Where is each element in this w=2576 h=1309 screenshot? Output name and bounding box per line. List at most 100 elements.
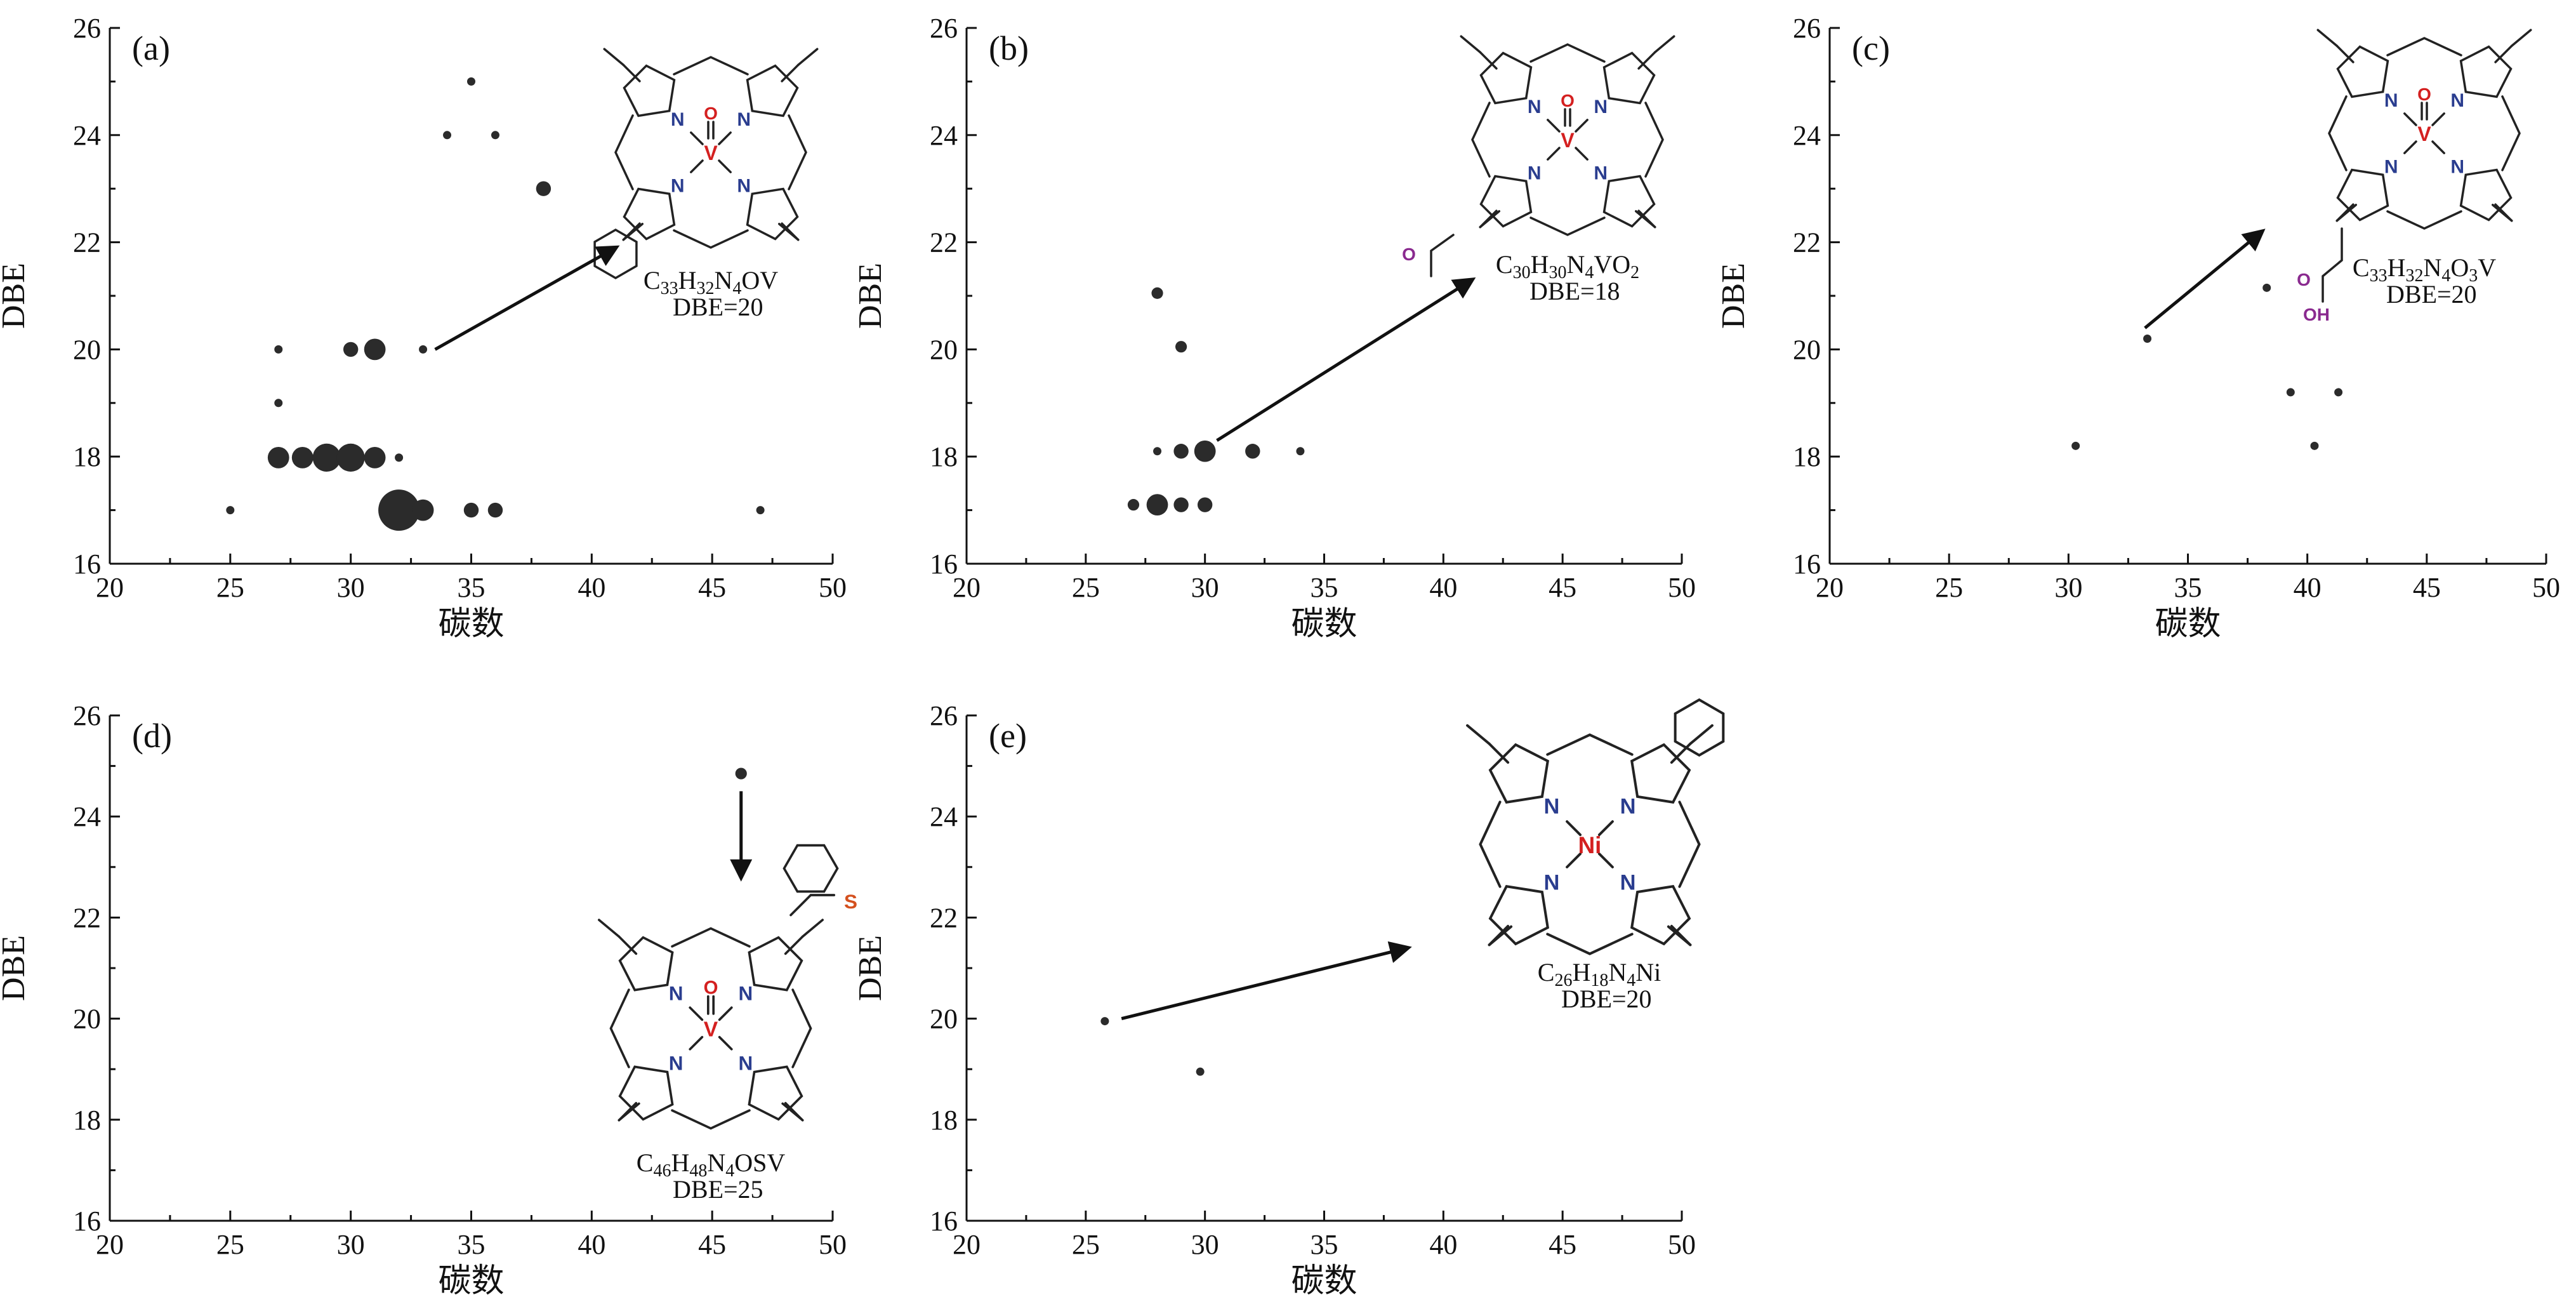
dbe-label: DBE=20 [2386,280,2477,309]
dbe-label: DBE=18 [1529,277,1620,305]
data-point [312,443,341,472]
nitrogen-atom: N [671,175,685,196]
y-tick-label: 26 [1793,13,1821,44]
data-point [1173,444,1189,459]
x-tick-label: 20 [953,572,981,603]
coordination-bond [718,131,732,145]
substituent-bond [622,63,641,83]
x-tick-label: 35 [2174,572,2202,603]
x-tick-label: 40 [1429,572,1457,603]
substituent-bond [598,919,621,938]
data-point [467,77,475,86]
coordination-bond [690,131,704,145]
nitrogen-atom: N [671,109,685,130]
porphyrin-structure: N N N N Ni [1466,698,1725,955]
data-point [443,131,452,140]
formula-subscript: 18 [1590,971,1608,990]
y-tick-label: 16 [930,1206,958,1237]
substituent-bond [1488,925,1513,947]
porphyrin-structure: N N N NVO S [598,844,857,1130]
data-point [1173,497,1189,512]
data-point [291,446,314,468]
data-point [1175,341,1187,353]
data-point [336,443,365,472]
formula-subscript: 32 [696,279,714,298]
coordination-bond [689,1035,704,1051]
y-tick-label: 24 [930,120,958,151]
nitrogen-atom: N [1594,163,1608,183]
meso-bridge [1678,801,1701,888]
x-tick-label: 30 [2054,572,2082,603]
nitrogen-atom: N [738,1051,753,1074]
metal-atom: V [1561,129,1575,152]
data-point [2334,388,2343,397]
nitrogen-atom: N [2384,90,2398,111]
data-point [2310,441,2319,450]
y-axis-title: DBE [852,935,888,1001]
dbe-label: DBE=20 [1561,985,1652,1013]
substituent-bond [781,1102,804,1122]
y-tick-label: 24 [73,801,101,832]
formula-part: N [1566,250,1585,279]
y-tick-label: 20 [73,334,101,365]
molecular-formula: C30​H30​N4​VO2​ [1496,250,1639,282]
x-tick-label: 30 [337,572,365,603]
panel-label: (a) [132,29,170,67]
y-tick-label: 26 [73,700,101,731]
data-point [1196,1067,1205,1076]
formula-part: VO [1594,250,1630,279]
data-point [735,767,747,780]
coordination-bond [1575,119,1589,133]
y-tick-label: 20 [930,1004,958,1035]
substituent-bond [2316,29,2338,47]
data-point [2071,441,2080,450]
meso-bridge [1471,102,1491,178]
formula-subscript: 3 [2469,266,2478,286]
nitrogen-atom: N [2384,156,2398,177]
data-point [1153,447,1162,456]
x-tick-label: 45 [698,572,726,603]
coordination-bond [1597,852,1614,868]
substituent-bond [618,1102,640,1122]
meso-bridge [673,229,749,249]
x-tick-label: 35 [1311,572,1338,603]
metal-atom: V [704,142,718,164]
panel-label: (b) [989,29,1029,67]
y-tick-label: 16 [930,548,958,580]
y-axis-title: DBE [1715,263,1752,329]
acetyl-group [1430,234,1455,277]
x-tick-label: 40 [2294,572,2322,603]
oxygen-atom: O [1561,91,1575,110]
sulfur-atom: S [844,890,857,913]
meso-bridge [1529,216,1606,236]
porphyrin-structure: N N N NVO [593,48,819,280]
meso-bridge [788,114,807,190]
y-tick-label: 18 [930,1105,958,1136]
benzo-ring [783,844,839,893]
y-tick-label: 18 [1793,441,1821,472]
substituent-bond [2494,44,2513,63]
y-tick-label: 26 [930,13,958,44]
data-point [491,131,499,140]
data-point [267,446,289,468]
y-axis-title: DBE [0,935,32,1001]
data-point [364,446,386,468]
x-tick-label: 25 [216,1229,244,1260]
x-tick-label: 25 [1935,572,1963,603]
substituent-bond [2335,204,2357,222]
substituent-bond [797,48,819,66]
coordination-bond [2431,112,2445,126]
formula-part: C [2353,253,2370,282]
molecular-formula: C26​H18​N4​Ni [1538,958,1661,990]
x-axis-title: 碳数 [1291,606,1357,642]
hydroxyl-group: OH [2303,305,2330,324]
data-point [364,338,386,361]
y-tick-label: 16 [73,1206,101,1237]
molecular-formula: C46​H48​N4​OSV [637,1148,786,1181]
nitrogen-atom: N [737,109,751,130]
nitrogen-atom: N [669,982,684,1005]
x-tick-label: 30 [1191,572,1219,603]
metal-atom: V [704,1018,718,1042]
x-axis-title: 碳数 [2155,606,2221,642]
